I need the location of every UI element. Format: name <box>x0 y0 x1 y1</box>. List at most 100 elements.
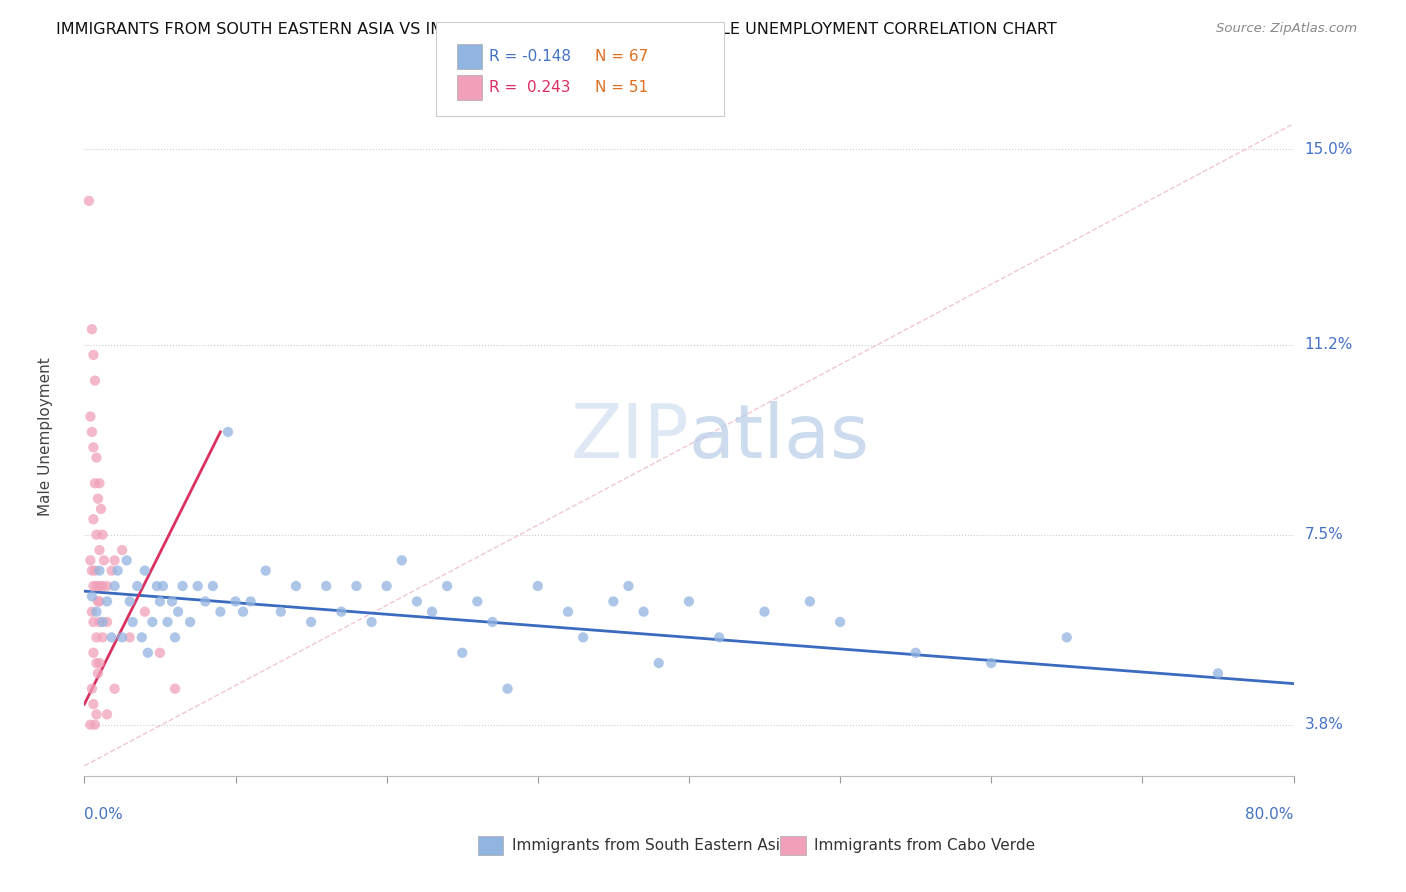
Point <box>420 605 443 619</box>
Point <box>89 564 111 578</box>
Point <box>84 717 107 731</box>
Point <box>165 681 187 696</box>
Point <box>100 564 122 578</box>
Point <box>451 646 474 660</box>
Point <box>149 646 172 660</box>
Point <box>167 605 190 619</box>
Point <box>77 194 100 208</box>
Text: Male Unemployment: Male Unemployment <box>38 358 53 516</box>
Point <box>179 615 201 629</box>
Point <box>127 579 149 593</box>
Point <box>391 553 413 567</box>
Point <box>496 681 519 696</box>
Point <box>136 646 159 660</box>
Point <box>79 553 101 567</box>
Point <box>156 615 179 629</box>
Point <box>1056 631 1078 645</box>
Text: N = 67: N = 67 <box>595 49 648 64</box>
Point <box>82 646 104 660</box>
Point <box>115 553 138 567</box>
Point <box>82 441 104 455</box>
Point <box>557 605 579 619</box>
Point <box>754 605 776 619</box>
Point <box>80 589 103 603</box>
Point <box>527 579 550 593</box>
Point <box>80 681 103 696</box>
Point <box>87 491 110 506</box>
Point <box>82 615 104 629</box>
Point <box>299 615 322 629</box>
Point <box>152 579 174 593</box>
Point <box>375 579 398 593</box>
Point <box>86 527 108 541</box>
Point <box>134 564 156 578</box>
Text: 7.5%: 7.5% <box>1305 527 1343 542</box>
Point <box>118 631 141 645</box>
Point <box>84 374 107 388</box>
Point <box>87 594 110 608</box>
Point <box>84 564 107 578</box>
Point <box>104 579 127 593</box>
Text: 0.0%: 0.0% <box>84 806 124 822</box>
Text: R =  0.243: R = 0.243 <box>489 80 571 95</box>
Point <box>270 605 292 619</box>
Point <box>82 348 104 362</box>
Point <box>146 579 169 593</box>
Point <box>232 605 254 619</box>
Point <box>406 594 429 608</box>
Point <box>467 594 489 608</box>
Point <box>86 605 108 619</box>
Point <box>160 594 183 608</box>
Point <box>602 594 624 608</box>
Point <box>209 605 232 619</box>
Text: 11.2%: 11.2% <box>1305 337 1353 352</box>
Point <box>647 656 671 670</box>
Point <box>360 615 382 629</box>
Point <box>104 681 127 696</box>
Point <box>201 579 224 593</box>
Point <box>111 543 134 558</box>
Point <box>91 615 114 629</box>
Point <box>830 615 852 629</box>
Point <box>89 476 111 491</box>
Point <box>86 656 108 670</box>
Point <box>91 579 114 593</box>
Point <box>980 656 1002 670</box>
Point <box>80 425 103 439</box>
Point <box>481 615 503 629</box>
Text: 80.0%: 80.0% <box>1246 806 1294 822</box>
Point <box>617 579 640 593</box>
Point <box>111 631 134 645</box>
Point <box>80 605 103 619</box>
Point <box>79 409 101 424</box>
Point <box>165 631 187 645</box>
Point <box>131 631 153 645</box>
Point <box>100 631 122 645</box>
Point <box>904 646 927 660</box>
Point <box>284 579 308 593</box>
Point <box>149 594 172 608</box>
Point <box>134 605 156 619</box>
Point <box>118 594 141 608</box>
Point <box>96 615 118 629</box>
Text: Source: ZipAtlas.com: Source: ZipAtlas.com <box>1216 22 1357 36</box>
Point <box>141 615 163 629</box>
Text: IMMIGRANTS FROM SOUTH EASTERN ASIA VS IMMIGRANTS FROM CABO VERDE MALE UNEMPLOYME: IMMIGRANTS FROM SOUTH EASTERN ASIA VS IM… <box>56 22 1057 37</box>
Point <box>172 579 194 593</box>
Point <box>330 605 353 619</box>
Text: Immigrants from Cabo Verde: Immigrants from Cabo Verde <box>814 838 1035 853</box>
Point <box>91 527 114 541</box>
Point <box>84 476 107 491</box>
Point <box>89 594 111 608</box>
Point <box>254 564 277 578</box>
Text: ZIP: ZIP <box>571 401 689 474</box>
Point <box>633 605 655 619</box>
Point <box>239 594 262 608</box>
Point <box>82 512 104 526</box>
Point <box>79 717 101 731</box>
Point <box>194 594 217 608</box>
Point <box>709 631 731 645</box>
Point <box>93 553 115 567</box>
Point <box>346 579 368 593</box>
Point <box>121 615 143 629</box>
